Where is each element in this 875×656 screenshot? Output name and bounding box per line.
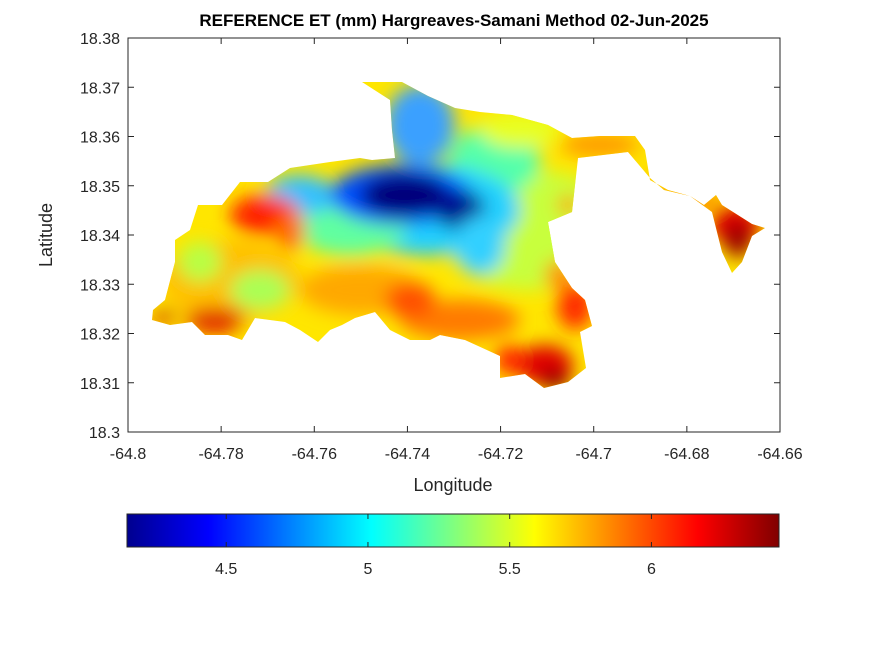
y-tick-label: 18.38 xyxy=(80,31,120,48)
x-axis-ticks: -64.8 -64.78 -64.76 -64.74 -64.72 -64.7 -64.68… xyxy=(110,38,803,463)
x-tick-label: -64.72 xyxy=(478,446,523,463)
y-tick-label: 18.31 xyxy=(80,376,120,393)
y-tick-label: 18.37 xyxy=(80,80,120,97)
y-tick-label: 18.33 xyxy=(80,277,120,294)
x-tick-label: -64.8 xyxy=(110,446,147,463)
y-tick-label: 18.3 xyxy=(89,425,120,442)
y-tick-label: 18.32 xyxy=(80,327,120,344)
y-tick-label: 18.34 xyxy=(80,228,120,245)
x-tick-label: -64.76 xyxy=(292,446,337,463)
x-tick-label: -64.7 xyxy=(575,446,612,463)
colorbar-tick-label: 4.5 xyxy=(215,561,237,578)
y-tick-label: 18.35 xyxy=(80,179,120,196)
colorbar-tick-label: 6 xyxy=(647,561,656,578)
x-tick-label: -64.66 xyxy=(757,446,802,463)
y-tick-label: 18.36 xyxy=(80,130,120,147)
x-tick-label: -64.68 xyxy=(664,446,709,463)
chart-title: REFERENCE ET (mm) Hargreaves-Samani Meth… xyxy=(199,11,708,30)
colorbar-tick-label: 5.5 xyxy=(499,561,521,578)
y-axis-ticks: 18.3 18.31 18.32 18.33 18.34 18.35 18.36 18.37 1… xyxy=(80,31,780,442)
colorbar xyxy=(126,513,780,548)
colorbar-ticks: 4.5 5 5.5 6 xyxy=(215,514,656,578)
x-axis-label: Longitude xyxy=(413,475,492,495)
x-tick-label: -64.78 xyxy=(198,446,243,463)
colorbar-tick-label: 5 xyxy=(364,561,373,578)
y-axis-label: Latitude xyxy=(36,203,56,267)
x-tick-label: -64.74 xyxy=(385,446,430,463)
